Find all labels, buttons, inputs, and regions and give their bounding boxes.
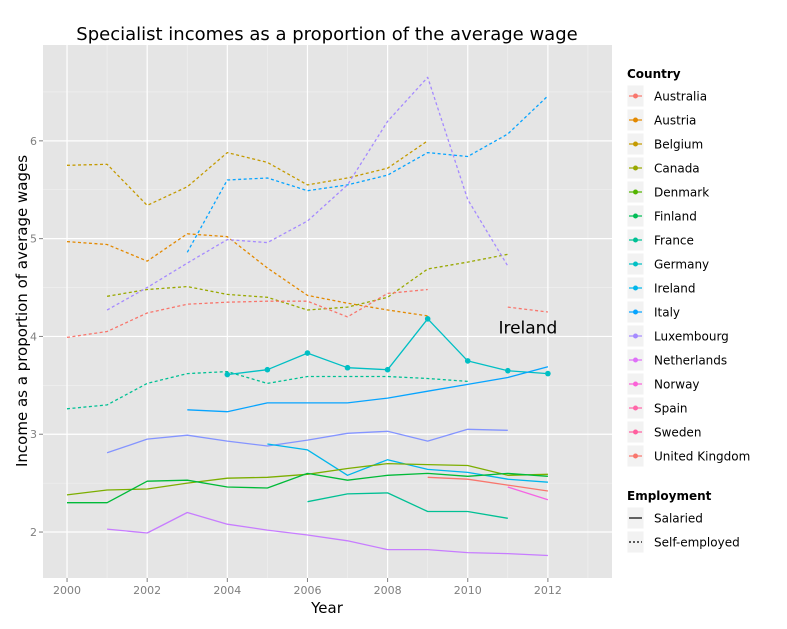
data-point-ireland-salaried [505,367,511,374]
y-axis-label: Income as a proportion of average wages [13,155,31,467]
legend-label-germany: Germany [654,258,709,272]
x-tick-label: 2008 [374,584,402,597]
gridlines [43,45,612,578]
series-line-france-salaried [307,492,508,519]
series-line-denmark-salaried [66,462,548,496]
legend-key-point [633,309,638,315]
legend-label-denmark: Denmark [654,186,709,200]
data-point-ireland-salaried [304,350,311,356]
x-tick-label: 2002 [133,584,161,597]
axes-layer: 2 3 4 5 6 2000 2002 2004 2006 2008 2010 2012 [30,135,562,597]
x-tick-label: 2006 [293,584,321,597]
legend-country-items: Australia Austria Belgium Canada Denmark Finl… [626,84,750,468]
series-line-australia-self-employed [507,306,548,313]
data-point-ireland-salaried [224,371,231,378]
legend-key-point [633,165,638,171]
series-line-norway-salaried [107,511,548,557]
legend-key-point [633,93,638,99]
legend-label-italy: Italy [654,306,680,320]
data-point-ireland-salaried [264,366,271,373]
series-line-australia-self-employed [66,288,428,339]
series-line-netherlands-self-employed [106,76,509,311]
legend-key-box [626,530,645,554]
x-tick-label: 2004 [213,584,241,597]
legend-label-luxembourg: Luxembourg [654,330,729,344]
y-tick-label: 2 [30,526,37,539]
ireland-annotation: Ireland [498,318,557,338]
series-line-spain-salaried [507,486,549,501]
legend-label-netherlands: Netherlands [654,354,727,368]
legend-key-point [633,285,638,291]
series-line-canada-self-employed [106,253,508,311]
legend-key-point [633,453,638,459]
legend-label-australia: Australia [654,90,707,104]
x-tick-label: 2000 [53,584,81,597]
x-tick-label: 2010 [454,584,482,597]
legend-label-belgium: Belgium [654,138,703,152]
legend-label-united-kingdom: United Kingdom [654,450,750,464]
y-tick-label: 6 [30,135,37,148]
legend-label-ireland: Ireland [654,282,696,296]
series-line-luxembourg-salaried [187,366,549,413]
legend-key-point [633,333,638,339]
legend-key-point [633,405,638,411]
data-point-ireland-salaried [545,370,551,377]
legend-label-self-employed: Self-employed [654,536,740,550]
legend-key-point [633,237,638,243]
y-tick-label: 3 [30,428,37,441]
data-point-ireland-salaried [424,316,431,322]
legend-label-salaried: Salaried [654,512,703,526]
legend-key-point [633,141,638,147]
series-line-netherlands-salaried [106,428,508,454]
data-point-ireland-salaried [344,364,351,371]
series-line-italy-self-employed [186,95,549,253]
legend-label-canada: Canada [654,162,700,176]
legend-label-france: France [654,234,694,248]
legend-label-sweden: Sweden [654,426,701,440]
legend-key-point [633,381,638,387]
series-line-france-self-employed [66,370,468,410]
legend-key-point [633,189,638,195]
series-line-austria-self-employed [66,233,428,317]
y-tick-label: 5 [30,233,37,246]
legend-key-point [633,357,638,363]
legend-key-point [633,117,638,123]
series-line-united-kingdom-salaried [427,476,548,492]
x-tick-label: 2012 [534,584,562,597]
legend-label-austria: Austria [654,114,696,128]
x-axis-label: Year [310,599,344,617]
data-point-ireland-salaried [464,358,471,364]
legend-title-employment: Employment [627,489,712,503]
legend-title-country: Country [627,67,681,81]
series-layer [66,76,551,557]
chart-title: Specialist incomes as a proportion of th… [76,24,577,45]
series-line-belgium-self-employed [66,140,429,207]
series-line-finland-salaried [67,472,548,504]
y-tick-label: 4 [30,330,37,343]
legend-employment-items: Salaried Self-employed [626,506,740,554]
legend-key-point [633,213,638,219]
legend-key-point [633,261,638,267]
legend-label-norway: Norway [654,378,700,392]
legend-key-point [633,429,638,435]
legend: Country Australia Austria Belgium Canada Den… [626,67,750,554]
legend-label-spain: Spain [654,402,688,416]
data-point-ireland-salaried [384,366,391,373]
legend-label-finland: Finland [654,210,697,224]
